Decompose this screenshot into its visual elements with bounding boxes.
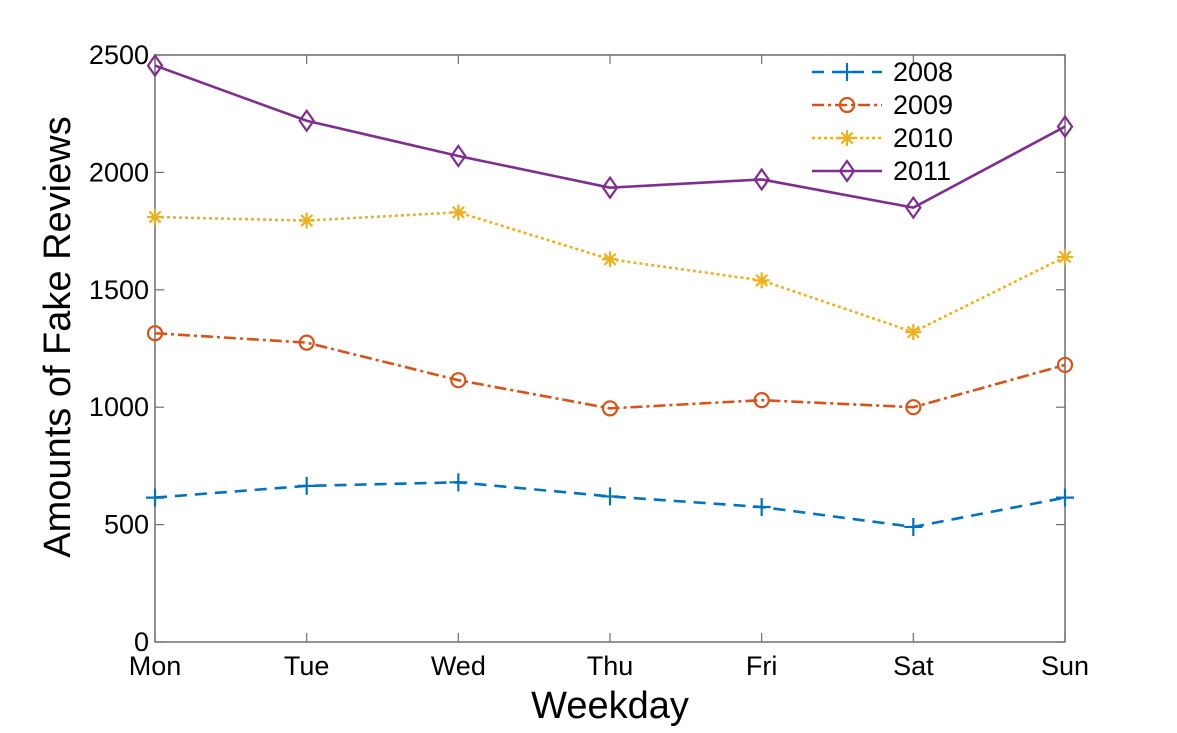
data-point <box>449 473 468 492</box>
y-tick-label: 1500 <box>89 275 149 305</box>
series-layer <box>146 53 1074 536</box>
data-point <box>146 53 164 78</box>
legend-marker <box>838 159 856 183</box>
y-tick-label: 500 <box>104 510 149 540</box>
series-2010 <box>147 204 1073 341</box>
data-point <box>601 400 619 417</box>
data-point <box>450 204 467 221</box>
data-point <box>753 167 771 192</box>
data-point <box>298 212 315 229</box>
x-tick-label: Fri <box>746 651 777 681</box>
data-point <box>905 399 922 416</box>
x-tick-label: Mon <box>129 651 182 681</box>
x-axis-title: Weekday <box>531 685 689 727</box>
ticks-layer: 0 500 1000 1500 2000 2500 Mon Tue Wed Thu Fri Sat Su… <box>89 40 1089 681</box>
data-point <box>297 476 316 495</box>
series-2011 <box>146 53 1074 220</box>
data-point <box>752 497 771 516</box>
legend-marker <box>838 63 856 81</box>
legend-item-2011: 2011 <box>812 156 951 186</box>
y-tick-label: 2500 <box>89 40 149 70</box>
x-tick-label: Thu <box>587 651 634 681</box>
data-point <box>147 209 163 226</box>
data-point <box>601 487 619 506</box>
data-point <box>602 251 618 268</box>
data-point <box>146 488 164 507</box>
legend-item-2009: 2009 <box>812 90 953 120</box>
data-point <box>753 272 770 289</box>
x-tick-label: Sun <box>1041 651 1089 681</box>
data-point <box>450 372 467 389</box>
y-tick-label: 0 <box>134 627 149 657</box>
series-2008 <box>146 473 1074 536</box>
data-point <box>449 144 467 168</box>
legend-label: 2010 <box>893 123 953 153</box>
y-tick-label: 2000 <box>89 157 149 187</box>
plot-area <box>154 54 1066 643</box>
data-point <box>904 195 922 220</box>
series-2009 <box>146 325 1074 417</box>
data-point <box>1057 248 1073 265</box>
data-point <box>1056 356 1074 374</box>
legend-marker <box>838 96 856 114</box>
legend-label: 2008 <box>893 57 953 87</box>
data-point <box>753 392 770 409</box>
legend-label: 2011 <box>893 156 951 186</box>
x-tick-label: Wed <box>431 651 486 681</box>
y-axis-title: Amounts of Fake Reviews <box>37 116 79 557</box>
legend-item-2010: 2010 <box>812 123 953 153</box>
data-point <box>905 324 922 341</box>
data-point <box>601 175 619 200</box>
data-point <box>298 334 315 351</box>
data-point <box>298 108 316 133</box>
series-line <box>154 64 1066 209</box>
data-point <box>146 325 164 342</box>
data-point <box>904 517 923 536</box>
data-point <box>1056 488 1074 507</box>
x-tick-label: Sat <box>893 651 934 681</box>
data-point <box>1056 114 1074 139</box>
legend-label: 2009 <box>893 90 953 120</box>
y-tick-label: 1000 <box>89 392 149 422</box>
legend-marker <box>839 130 855 146</box>
legend-item-2008: 2008 <box>812 57 953 87</box>
series-line <box>154 331 1066 410</box>
x-tick-label: Tue <box>284 651 330 681</box>
